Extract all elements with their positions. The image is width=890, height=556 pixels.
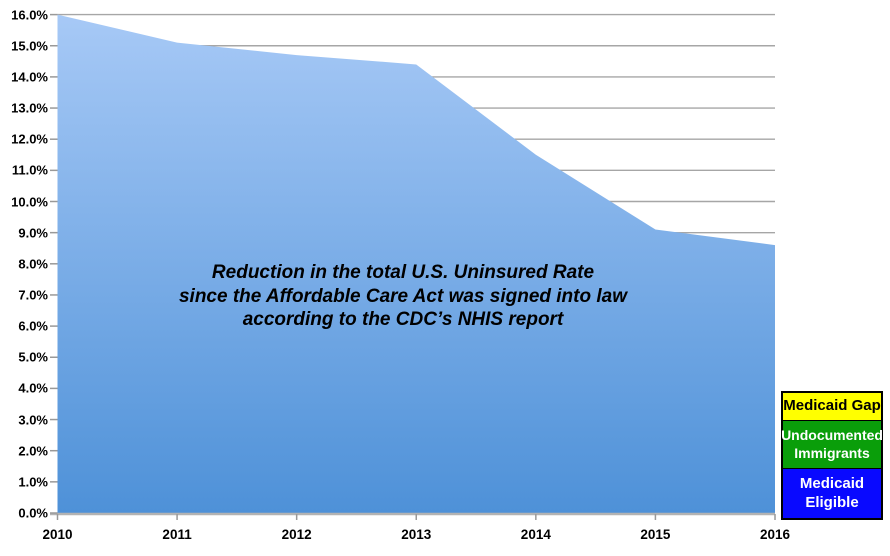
x-tick-label: 2012: [281, 527, 312, 542]
y-tick-label: 3.0%: [18, 412, 48, 428]
area-series-uninsured-rate: [57, 14, 775, 513]
chart-title-line-2: since the Affordable Care Act was signed…: [178, 285, 627, 307]
legend-item-label: Undocumented Immigrants: [781, 427, 883, 461]
y-tick-label: 1.0%: [18, 474, 48, 490]
x-tick-label: 2015: [640, 527, 671, 542]
legend-item-label: Medicaid Eligible: [799, 475, 865, 511]
y-tick-label: 13.0%: [11, 100, 48, 116]
x-tick-label: 2010: [42, 527, 73, 542]
y-tick-label: 6.0%: [18, 318, 48, 334]
y-tick-label: 10.0%: [11, 194, 48, 209]
y-tick-label: 2.0%: [18, 443, 48, 459]
y-tick-label: 12.0%: [11, 131, 48, 147]
y-tick-label: 4.0%: [18, 380, 48, 396]
x-tick-label: 2013: [401, 527, 432, 542]
y-tick-label: 11.0%: [11, 162, 48, 178]
x-tick-label: 2014: [520, 527, 551, 542]
chart-title-annotation: Reduction in the total U.S. Uninsured Ra…: [58, 261, 748, 332]
y-tick-label: 0.0%: [18, 505, 48, 521]
legend: Medicaid Gap Undocumented Immigrants Medic…: [781, 391, 883, 520]
y-tick-label: 9.0%: [18, 225, 48, 241]
chart-title-line-3: according to the CDC’s NHIS report: [242, 309, 564, 330]
legend-item-medicaid-gap: Medicaid Gap: [783, 393, 881, 420]
legend-item-label: Medicaid Gap: [783, 397, 881, 415]
y-tick-label: 5.0%: [18, 349, 48, 365]
y-tick-label: 7.0%: [18, 287, 48, 303]
axes: [50, 13, 776, 520]
y-tick-label: 15.0%: [11, 38, 48, 54]
y-tick-label: 8.0%: [18, 256, 48, 272]
x-tick-label: 2016: [759, 527, 791, 542]
legend-item-medicaid-eligible: Medicaid Eligible: [783, 468, 881, 518]
chart-title-line-1: Reduction in the total U.S. Uninsured Ra…: [211, 262, 595, 283]
y-tick-label: 14.0%: [11, 69, 48, 85]
x-tick-label: 2011: [162, 527, 192, 542]
legend-item-undocumented-immigrants: Undocumented Immigrants: [781, 420, 883, 468]
y-tick-label: 16.0%: [11, 7, 48, 23]
